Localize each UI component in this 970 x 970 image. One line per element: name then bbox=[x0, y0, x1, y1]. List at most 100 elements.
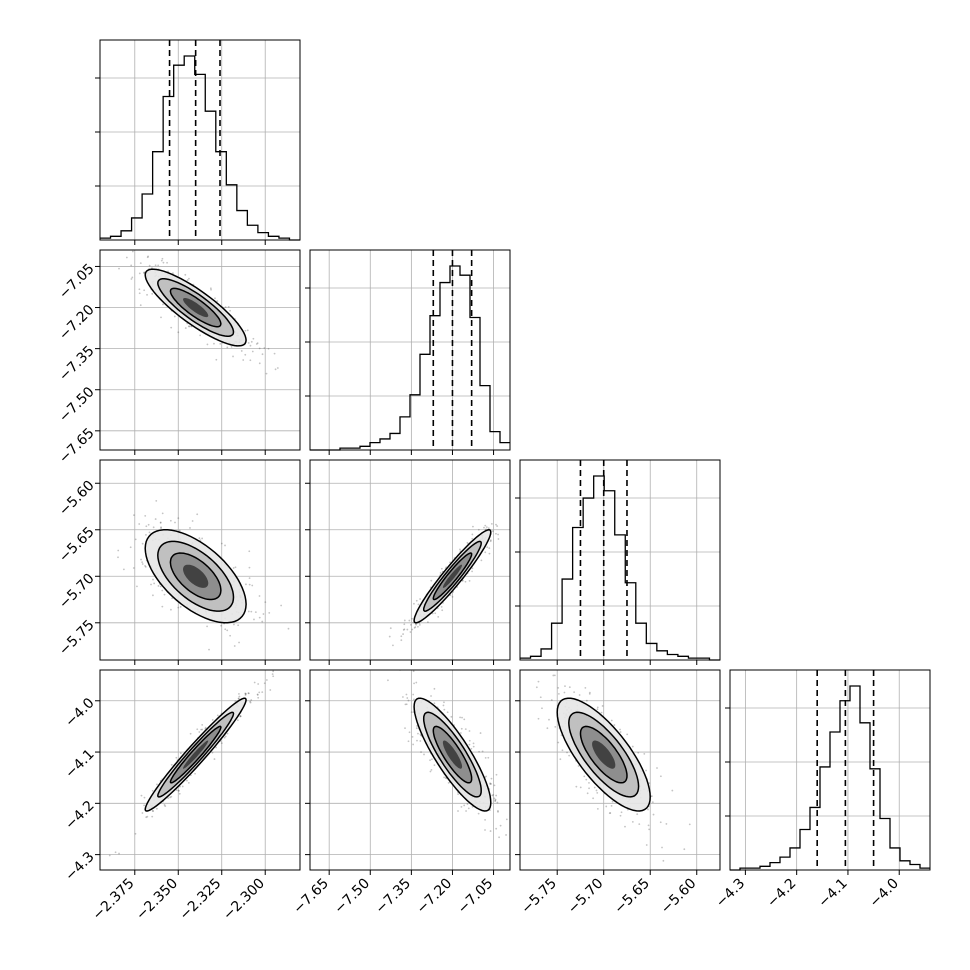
scatter-point bbox=[484, 829, 486, 831]
scatter-point bbox=[245, 583, 247, 586]
scatter-point bbox=[173, 315, 176, 318]
scatter-point bbox=[220, 542, 223, 545]
scatter-point bbox=[413, 698, 415, 701]
panel-frame bbox=[309, 669, 511, 871]
scatter-point bbox=[389, 627, 392, 630]
scatter-point bbox=[263, 682, 266, 685]
scatter-point bbox=[141, 563, 144, 565]
scatter-point bbox=[414, 626, 417, 628]
scatter-point bbox=[593, 786, 596, 789]
x-tick-label-p1-0: −7.65 bbox=[290, 876, 332, 918]
x-tick-label-p2-2: −5.65 bbox=[611, 876, 653, 918]
scatter-point bbox=[137, 248, 139, 250]
scatter-point bbox=[226, 629, 229, 632]
scatter-point bbox=[229, 309, 231, 312]
scatter-point bbox=[489, 830, 492, 832]
scatter-point bbox=[181, 785, 184, 788]
contour-level-3 bbox=[442, 564, 463, 588]
scatter-point bbox=[411, 617, 413, 620]
x-tick-label-p1-4: −7.05 bbox=[455, 876, 497, 918]
scatter-point bbox=[190, 325, 193, 328]
scatter-point bbox=[588, 692, 591, 695]
scatter-point bbox=[94, 505, 96, 507]
scatter-point bbox=[411, 628, 414, 631]
scatter-point bbox=[216, 300, 219, 303]
scatter-point bbox=[637, 751, 640, 754]
scatter-point bbox=[145, 533, 147, 536]
scatter-point bbox=[201, 537, 204, 540]
scatter-point bbox=[568, 754, 571, 757]
scatter-point bbox=[659, 821, 662, 824]
scatter-point bbox=[258, 347, 261, 350]
scatter-point bbox=[566, 751, 568, 754]
scatter-panel-p0-p1 bbox=[99, 248, 301, 451]
scatter-point bbox=[471, 537, 474, 540]
scatter-point bbox=[191, 520, 194, 522]
scatter-point bbox=[457, 810, 459, 812]
scatter-point bbox=[463, 804, 466, 807]
scatter-point bbox=[546, 727, 549, 730]
scatter-point bbox=[460, 727, 463, 730]
scatter-point bbox=[418, 623, 421, 626]
scatter-point bbox=[541, 707, 543, 710]
scatter-point bbox=[229, 634, 232, 637]
scatter-point bbox=[596, 807, 599, 810]
scatter-point bbox=[415, 623, 418, 626]
scatter-point bbox=[236, 719, 239, 722]
scatter-point bbox=[499, 824, 502, 827]
scatter-point bbox=[206, 625, 208, 628]
scatter-point bbox=[440, 606, 443, 608]
scatter-point bbox=[485, 775, 488, 778]
scatter-point bbox=[407, 699, 410, 702]
scatter-point bbox=[575, 785, 578, 788]
scatter-point bbox=[585, 778, 588, 781]
scatter-point bbox=[451, 595, 454, 598]
scatter-point bbox=[537, 717, 540, 720]
scatter-point bbox=[244, 692, 247, 695]
scatter-point bbox=[413, 626, 416, 629]
scatter-point bbox=[220, 742, 223, 745]
scatter-point bbox=[253, 618, 255, 621]
scatter-point bbox=[553, 674, 556, 677]
scatter-point bbox=[403, 619, 406, 622]
scatter-point bbox=[171, 597, 174, 600]
scatter-point bbox=[408, 731, 411, 734]
scatter-point bbox=[130, 264, 133, 267]
scatter-point bbox=[150, 583, 152, 586]
scatter-points bbox=[94, 499, 290, 651]
x-tick-label-p1-2: −7.35 bbox=[373, 876, 415, 918]
scatter-point bbox=[167, 797, 170, 800]
histogram-p2 bbox=[520, 475, 720, 661]
scatter-point bbox=[224, 628, 227, 631]
scatter-point bbox=[161, 605, 164, 608]
scatter-point bbox=[138, 272, 141, 275]
scatter-point bbox=[187, 781, 190, 784]
scatter-point bbox=[161, 589, 164, 592]
scatter-point bbox=[163, 593, 166, 596]
scatter-point bbox=[151, 810, 154, 812]
scatter-point bbox=[199, 539, 202, 542]
x-tick-label-p2-0: −5.75 bbox=[518, 876, 560, 918]
scatter-point bbox=[415, 599, 418, 602]
scatter-point bbox=[117, 556, 119, 559]
y-tick-label-p2-3: −5.60 bbox=[56, 478, 98, 520]
scatter-point bbox=[178, 529, 181, 532]
scatter-point bbox=[248, 583, 251, 586]
scatter-point bbox=[468, 730, 471, 732]
scatter-point bbox=[143, 796, 146, 799]
scatter-point bbox=[177, 606, 180, 609]
scatter-point bbox=[187, 325, 190, 328]
scatter-point bbox=[196, 513, 199, 516]
scatter-point bbox=[198, 537, 201, 540]
scatter-point bbox=[227, 305, 230, 308]
scatter-point bbox=[214, 297, 216, 300]
scatter-point bbox=[118, 267, 120, 270]
scatter-point bbox=[172, 272, 174, 275]
scatter-point bbox=[160, 316, 162, 319]
scatter-point bbox=[491, 794, 494, 797]
y-tick-label-p1-0: −7.65 bbox=[56, 425, 98, 467]
scatter-point bbox=[647, 808, 649, 811]
scatter-point bbox=[255, 343, 258, 345]
scatter-point bbox=[226, 732, 229, 735]
